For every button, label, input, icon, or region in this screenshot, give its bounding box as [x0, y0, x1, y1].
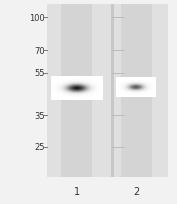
Text: 1: 1	[73, 186, 80, 196]
Bar	[121, 5, 152, 178]
Text: 25: 25	[34, 143, 45, 152]
Text: 2: 2	[133, 186, 139, 196]
Bar	[47, 5, 168, 178]
Bar	[61, 5, 92, 178]
Text: 35: 35	[34, 111, 45, 120]
Text: 100: 100	[29, 13, 45, 22]
Text: 55: 55	[34, 69, 45, 78]
Text: 70: 70	[34, 47, 45, 56]
Bar	[112, 5, 115, 178]
